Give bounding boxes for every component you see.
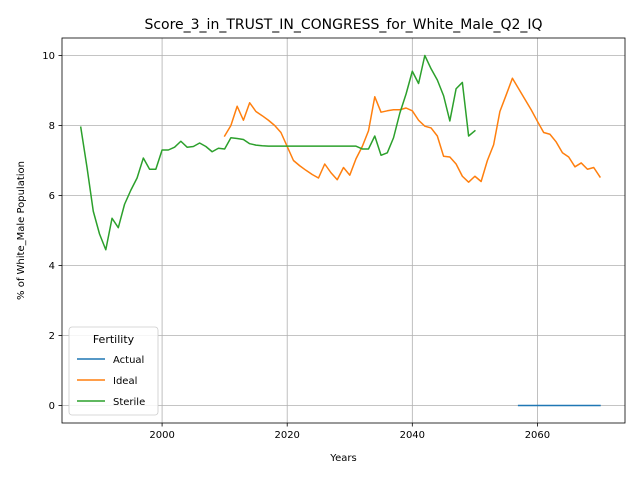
y-tick-label: 2 <box>49 331 55 342</box>
legend-entries: Actual Ideal Sterile <box>77 355 145 408</box>
x-tick-label: 2020 <box>274 430 299 441</box>
y-tick-label: 8 <box>49 121 55 132</box>
y-tick-label: 6 <box>49 191 55 202</box>
legend-label-actual: Actual <box>113 355 144 366</box>
chart-title: Score_3_in_TRUST_IN_CONGRESS_for_White_M… <box>144 17 542 33</box>
legend-box <box>68 326 159 416</box>
y-tick-label: 0 <box>49 401 55 412</box>
axis-ticks: 2000 2020 2040 2060 0 2 4 6 8 10 <box>42 51 550 441</box>
x-tick-label: 2040 <box>400 430 425 441</box>
legend: Fertility Actual Ideal Sterile <box>68 326 159 416</box>
y-tick-label: 10 <box>42 51 55 62</box>
legend-label-sterile: Sterile <box>113 397 145 408</box>
series-layer <box>79 54 602 407</box>
legend-title: Fertility <box>93 333 135 346</box>
x-tick-label: 2060 <box>525 430 550 441</box>
plot-frame <box>61 37 626 424</box>
grid <box>62 38 625 423</box>
legend-label-ideal: Ideal <box>113 376 137 387</box>
y-axis-label: % of White_Male Population <box>16 161 27 300</box>
y-tick-label: 4 <box>49 261 55 272</box>
x-axis-label: Years <box>329 453 356 464</box>
x-tick-label: 2000 <box>149 430 174 441</box>
series-line-sterile <box>79 54 476 251</box>
